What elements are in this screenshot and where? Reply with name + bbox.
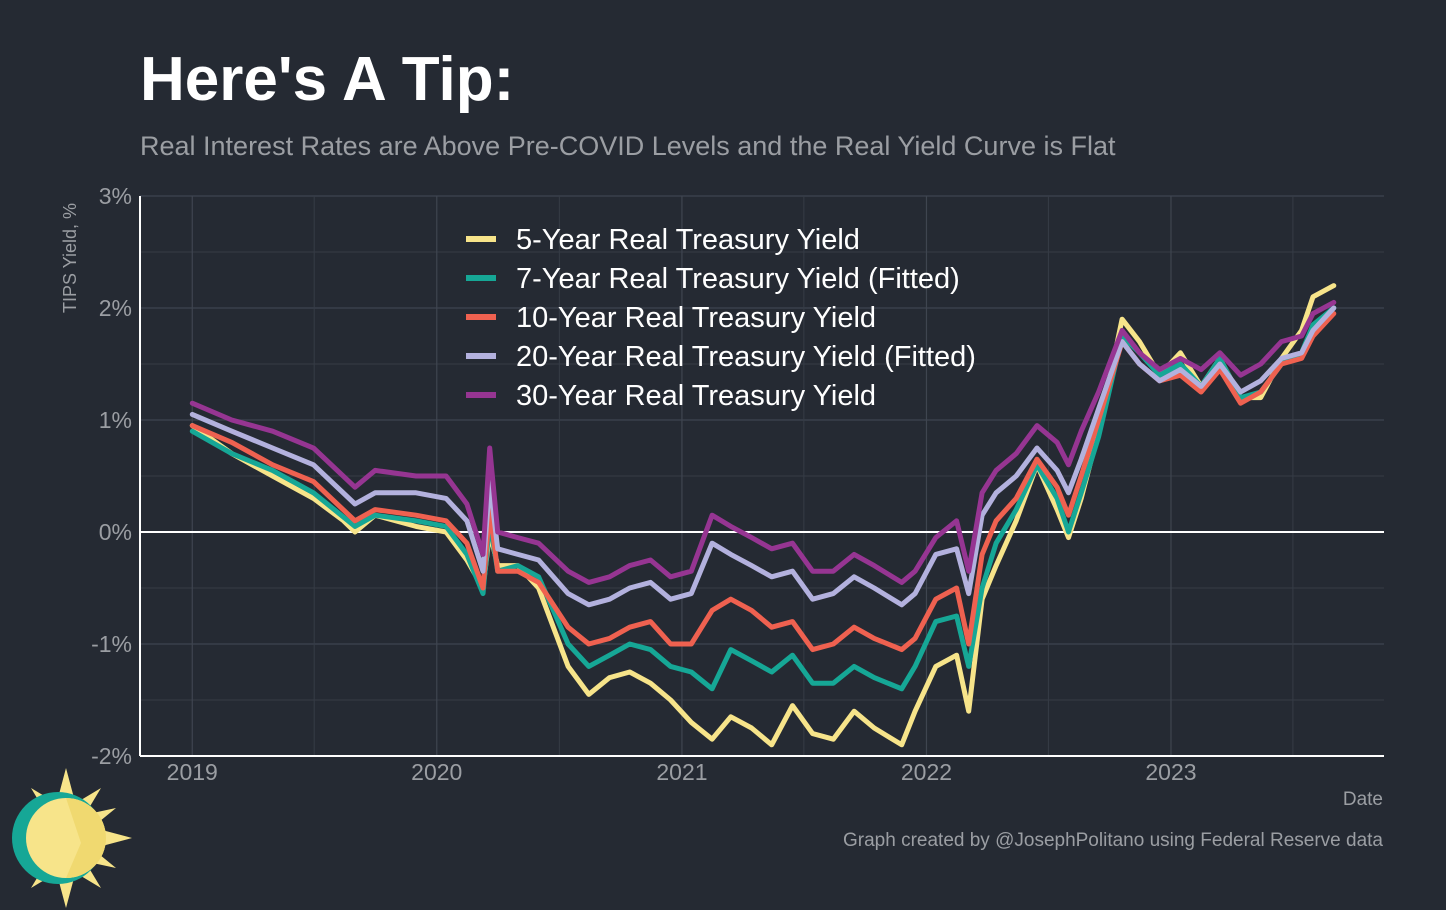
y-tick-label: 3% [99,183,132,209]
chart-title: Here's A Tip: [140,45,515,114]
x-tick-label: 2023 [1145,759,1196,785]
x-tick-label: 2019 [167,759,218,785]
x-tick-label: 2020 [411,759,462,785]
legend-label: 30-Year Real Treasury Yield [516,380,876,412]
x-tick-label: 2021 [656,759,707,785]
series-line-5 [189,299,1337,585]
y-tick-label: 0% [99,519,132,545]
sun-logo-icon [12,768,132,908]
y-tick-label: 2% [99,295,132,321]
y-tick-label: -2% [91,743,132,769]
legend-label: 5-Year Real Treasury Yield [516,224,860,256]
series-line-2 [189,305,1337,692]
series-line-4 [189,305,1337,608]
y-tick-label: -1% [91,631,132,657]
chart-subtitle: Real Interest Rates are Above Pre-COVID … [140,131,1116,161]
y-axis-label: TIPS Yield, % [60,203,80,313]
x-axis-label: Date [1342,789,1383,810]
y-tick-label: 1% [99,407,132,433]
legend-label: 20-Year Real Treasury Yield (Fitted) [516,341,976,373]
legend-label: 10-Year Real Treasury Yield [516,302,876,334]
x-tick-label: 2022 [901,759,952,785]
legend-label: 7-Year Real Treasury Yield (Fitted) [516,263,960,295]
source-caption: Graph created by @JosephPolitano using F… [843,830,1383,851]
